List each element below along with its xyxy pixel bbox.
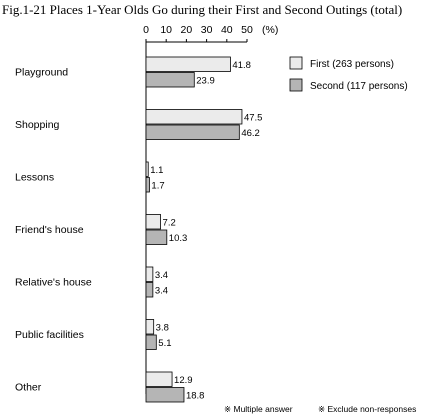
category-label: Public facilities <box>15 329 84 341</box>
data-label: 18.8 <box>186 391 205 402</box>
footnotes: ※ Multiple answer ※ Exclude non-responses <box>224 404 416 414</box>
data-label: 10.3 <box>169 233 188 244</box>
category-label: Friend's house <box>15 224 84 236</box>
data-label: 46.2 <box>241 128 260 139</box>
x-tick-label: 40 <box>221 24 233 36</box>
footnote: ※ Exclude non-responses <box>318 404 416 414</box>
data-label: 3.4 <box>155 270 168 281</box>
category-label: Playground <box>15 67 68 79</box>
x-tick-label: 10 <box>160 24 172 36</box>
bars: 41.8 23.9 47.5 46.2 1.1 1.7 7.2 10.3 3.4 3.4 3.8 5.… <box>145 56 263 403</box>
legend-swatch <box>289 78 303 92</box>
category-label: Other <box>15 382 42 394</box>
bar-first <box>145 214 161 230</box>
data-label: 7.2 <box>163 218 176 229</box>
unit-label: (%) <box>262 24 278 36</box>
bar-second <box>145 334 157 350</box>
data-label: 47.5 <box>244 113 263 124</box>
category-labels: Playground Shopping Lessons Friend's house R… <box>15 67 92 394</box>
data-label: 3.4 <box>155 286 168 297</box>
data-label: 1.1 <box>150 165 163 176</box>
bar-first <box>145 161 149 177</box>
bar-first <box>145 319 155 335</box>
x-tick-label: 30 <box>201 24 213 36</box>
legend: First (263 persons) Second (117 persons) <box>289 56 408 92</box>
category-label: Shopping <box>15 119 60 131</box>
bar-first <box>145 56 231 72</box>
bar-second <box>145 229 168 245</box>
bar-second <box>145 177 150 193</box>
bar-first <box>145 109 243 125</box>
category-label: Relative's house <box>15 277 92 289</box>
bar-first <box>145 371 173 387</box>
bar-second <box>145 282 154 298</box>
data-label: 41.8 <box>232 60 251 71</box>
legend-label: First (263 persons) <box>310 59 394 70</box>
x-tick-label: 50 <box>241 24 253 36</box>
data-label: 5.1 <box>158 338 171 349</box>
bar-second <box>145 72 195 88</box>
bar-second <box>145 387 185 403</box>
data-label: 12.9 <box>174 375 193 386</box>
legend-swatch <box>289 56 303 70</box>
data-label: 1.7 <box>151 181 164 192</box>
chart-title: Fig.1-21 Places 1-Year Olds Go during th… <box>2 2 402 17</box>
x-tick-label: 20 <box>181 24 193 36</box>
legend-label: Second (117 persons) <box>310 81 408 92</box>
category-label: Lessons <box>15 172 54 184</box>
footnote: ※ Multiple answer <box>224 404 293 414</box>
x-tick-label: 0 <box>143 24 149 36</box>
bar-second <box>145 124 240 140</box>
data-label: 23.9 <box>196 76 215 87</box>
bar-first <box>145 266 154 282</box>
data-label: 3.8 <box>156 323 169 334</box>
